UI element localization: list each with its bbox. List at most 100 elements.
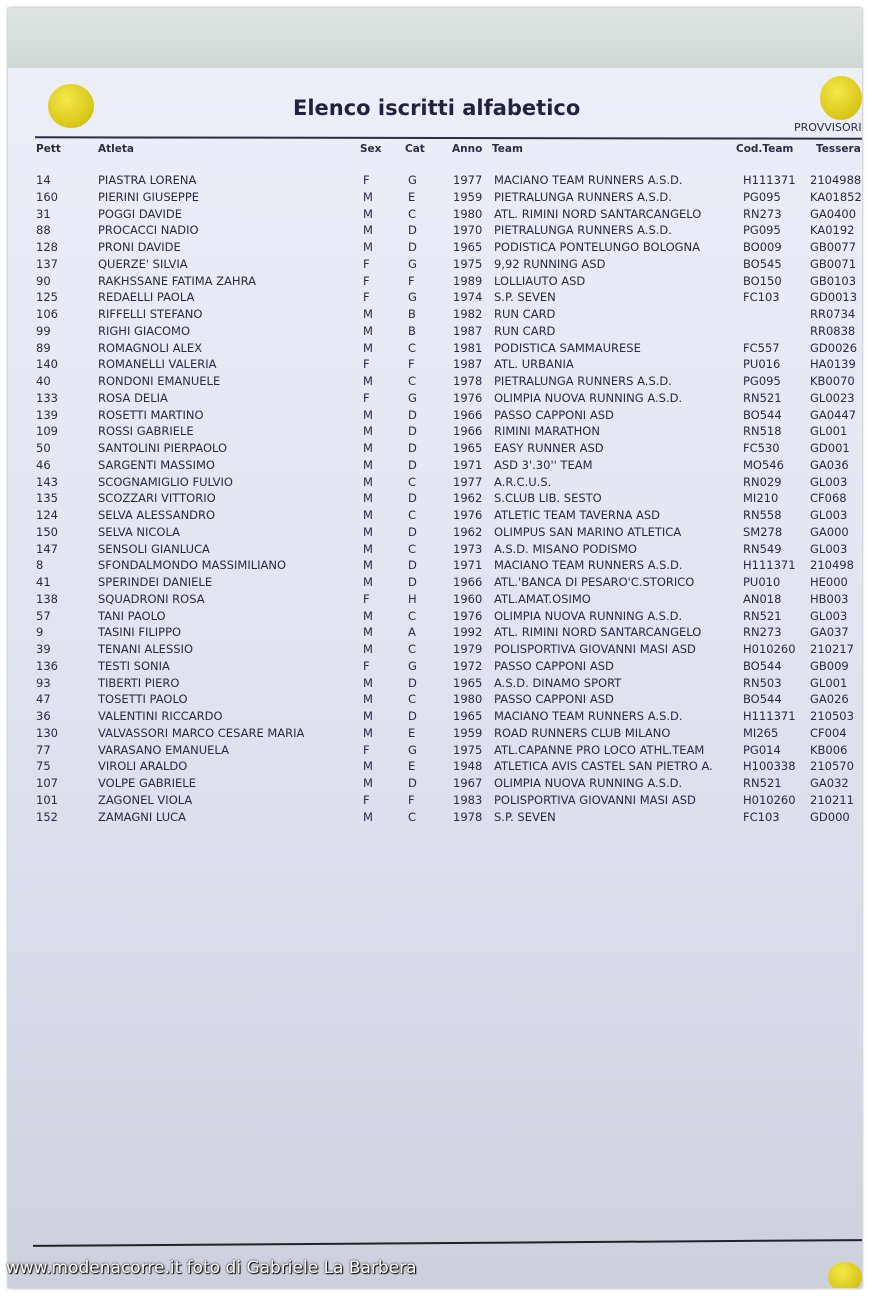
pushpin-icon — [48, 84, 94, 128]
cell-atleta: RONDONI EMANUELE — [98, 374, 221, 388]
cell-sex: M — [363, 776, 373, 790]
table-row: 75 VIROLI ARALDO M E 1948 ATLETICA AVIS CASTE… — [8, 759, 862, 776]
cell-cod: RN521 — [743, 776, 782, 790]
photo: Elenco iscritti alfabetico PROVVISORIO P… — [8, 8, 862, 1288]
cell-atleta: PROCACCI NADIO — [98, 223, 199, 238]
cell-tessera: GL003 — [810, 608, 848, 623]
column-header-cod-team: Cod.Team — [736, 143, 794, 155]
cell-pett: 106 — [36, 307, 58, 321]
cell-anno: 1966 — [453, 407, 483, 422]
cell-team: ROAD RUNNERS CLUB MILANO — [494, 725, 671, 740]
cell-atleta: RIGHI GIACOMO — [98, 323, 191, 338]
cell-team: A.S.D. MISANO PODISMO — [494, 541, 637, 556]
cell-anno: 1975 — [453, 256, 483, 271]
cell-atleta: ROMANELLI VALERIA — [98, 357, 217, 372]
cell-sex: M — [363, 541, 373, 556]
cell-sex: F — [363, 173, 370, 187]
pushpin-icon — [828, 1262, 862, 1288]
cell-cat: G — [408, 173, 417, 187]
cell-anno: 1967 — [453, 776, 483, 790]
cell-cod: RN273 — [743, 625, 782, 640]
cell-cod: H100338 — [743, 759, 796, 774]
cell-sex: F — [363, 742, 370, 757]
cell-tessera: GB0103 — [810, 273, 857, 288]
table-row: 139 ROSETTI MARTINO M D 1966 PASSO CAPPONI AS… — [8, 408, 862, 425]
cell-cat: F — [408, 273, 415, 288]
cell-team: A.R.C.U.S. — [494, 474, 552, 489]
cell-atleta: TOSETTI PAOLO — [98, 692, 188, 707]
cell-team: OLIMPIA NUOVA RUNNING A.S.D. — [494, 776, 683, 790]
cell-cod: MI210 — [743, 491, 779, 506]
cell-tessera: HA0139 — [810, 357, 856, 372]
cell-anno: 1959 — [453, 725, 483, 740]
posted-sheet — [8, 68, 862, 1288]
cell-atleta: VIROLI ARALDO — [98, 759, 188, 774]
cell-tessera: GD000 — [810, 809, 850, 824]
cell-sex: M — [363, 441, 373, 455]
cell-cat: B — [408, 323, 416, 338]
table-row: 57 TANI PAOLO M C 1976 OLIMPIA NUOVA RUNNING … — [8, 609, 862, 626]
cell-tessera: GA0400 — [810, 206, 857, 221]
column-header-anno: Anno — [452, 143, 483, 155]
table-row: 14 PIASTRA LORENA F G 1977 MACIANO TEAM RUNNE… — [8, 173, 862, 190]
cell-tessera: KB006 — [810, 742, 848, 757]
cell-team: ATL. RIMINI NORD SANTARCANGELO — [494, 625, 702, 640]
cell-cat: D — [408, 575, 417, 589]
cell-cat: B — [408, 307, 416, 321]
cell-cod: PG095 — [743, 189, 781, 204]
table-row: 8 SFONDALMONDO MASSIMILIANO M D 1971 MACIANO … — [8, 558, 862, 575]
table-row: 40 RONDONI EMANUELE M C 1978 PIETRALUNGA RUNN… — [8, 374, 862, 391]
cell-cat: A — [408, 625, 416, 640]
cell-sex: M — [363, 457, 373, 472]
cell-team: ATL.CAPANNE PRO LOCO ATHL.TEAM — [494, 742, 705, 757]
cell-cat: H — [408, 591, 417, 606]
table-row: 109 ROSSI GABRIELE M D 1966 RIMINI MARATHON RN… — [8, 424, 862, 441]
cell-cat: D — [408, 424, 417, 439]
cell-team: A.S.D. DINAMO SPORT — [494, 675, 622, 690]
cell-atleta: ROSA DELIA — [98, 390, 168, 405]
cell-anno: 1966 — [453, 575, 483, 589]
cell-pett: 140 — [36, 357, 58, 372]
cell-cod: PU010 — [743, 575, 781, 589]
cell-anno: 1980 — [453, 206, 483, 221]
cell-sex: M — [363, 223, 373, 238]
table-row: 101 ZAGONEL VIOLA F F 1983 POLISPORTIVA GIOVA… — [8, 793, 862, 810]
cell-cod: FC557 — [743, 340, 780, 355]
cell-cod: RN503 — [743, 675, 782, 690]
cell-tessera: GA036 — [810, 457, 849, 472]
cell-tessera: GA026 — [810, 692, 849, 707]
cell-anno: 1983 — [453, 792, 483, 807]
cell-team: OLIMPUS SAN MARINO ATLETICA — [494, 524, 682, 539]
cell-anno: 1979 — [453, 642, 483, 656]
cell-cat: G — [408, 290, 417, 305]
cell-anno: 1976 — [453, 508, 483, 522]
cell-tessera: HE000 — [810, 575, 848, 589]
table-row: 133 ROSA DELIA F G 1976 OLIMPIA NUOVA RUNNING… — [8, 391, 862, 408]
cell-tessera: GA032 — [810, 776, 849, 790]
column-header-atleta: Atleta — [98, 143, 134, 155]
cell-cod: BO150 — [743, 273, 782, 288]
table-row: 150 SELVA NICOLA M D 1962 OLIMPUS SAN MARINO … — [8, 525, 862, 542]
cell-team: S.P. SEVEN — [494, 809, 556, 824]
cell-atleta: PIERINI GIUSEPPE — [98, 189, 200, 204]
cell-pett: 130 — [36, 725, 58, 740]
table-row: 106 RIFFELLI STEFANO M B 1982 RUN CARD RR0734 — [8, 307, 862, 324]
cell-pett: 147 — [36, 541, 58, 556]
table-row: 9 TASINI FILIPPO M A 1992 ATL. RIMINI NORD SA… — [8, 625, 862, 642]
cell-cod: RN521 — [743, 390, 782, 405]
cell-pett: 39 — [36, 642, 51, 656]
cell-tessera: GB009 — [810, 658, 849, 673]
cell-team: ATLETICA AVIS CASTEL SAN PIETRO A. — [494, 759, 713, 774]
cell-pett: 8 — [36, 558, 44, 573]
table-row: 99 RIGHI GIACOMO M B 1987 RUN CARD RR0838 — [8, 324, 862, 341]
cell-cod: PU016 — [743, 357, 781, 372]
cell-pett: 136 — [36, 658, 58, 673]
cell-cod: BO009 — [743, 240, 782, 254]
cell-sex: M — [363, 407, 373, 422]
table-row: 147 SENSOLI GIANLUCA M C 1973 A.S.D. MISANO P… — [8, 542, 862, 559]
cell-team: PASSO CAPPONI ASD — [494, 658, 614, 673]
cell-team: RIMINI MARATHON — [494, 424, 600, 439]
cell-sex: M — [363, 240, 373, 254]
cell-anno: 1970 — [453, 223, 483, 238]
cell-sex: M — [363, 424, 373, 439]
